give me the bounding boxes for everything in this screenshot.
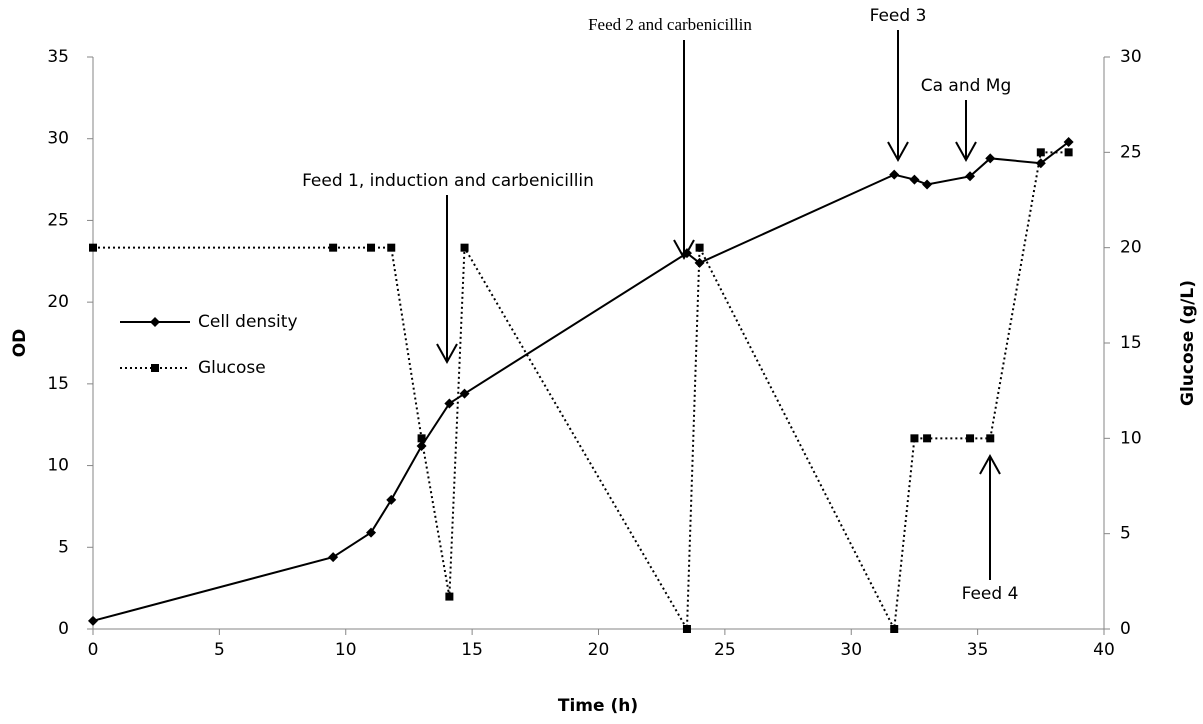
annotation: Feed 4: [962, 584, 1019, 604]
x-tick-label: 15: [461, 640, 483, 660]
x-tick-label: 20: [588, 640, 610, 660]
marker: [444, 398, 455, 409]
marker: [1063, 136, 1074, 147]
y-tick-label: 10: [47, 456, 69, 476]
marker: [923, 434, 932, 443]
marker: [910, 434, 919, 443]
annotation: Feed 2 and carbenicillin: [588, 15, 752, 34]
legend-label: Glucose: [198, 358, 266, 378]
x-tick-label: 25: [714, 640, 736, 660]
x-tick-label: 10: [335, 640, 357, 660]
annotation: Feed 1, induction and carbenicillin: [302, 171, 594, 191]
marker: [329, 243, 338, 252]
arrow-head: [955, 141, 977, 163]
marker: [460, 243, 469, 252]
marker: [965, 171, 976, 182]
marker: [695, 243, 704, 252]
arrow-head: [673, 239, 695, 261]
marker: [445, 592, 454, 601]
marker: [985, 153, 996, 164]
annotation: Feed 3: [870, 6, 927, 26]
y2-tick-label: 15: [1120, 333, 1142, 353]
x-tick-label: 0: [88, 640, 99, 660]
marker: [328, 552, 339, 563]
legend-marker: [151, 364, 159, 372]
x-tick-label: 5: [214, 640, 225, 660]
x-axis-label: Time (h): [558, 696, 638, 716]
arrow-head: [436, 343, 458, 365]
legend-label: Cell density: [198, 312, 298, 332]
x-tick-label: 30: [840, 640, 862, 660]
marker: [694, 257, 705, 268]
y2-tick-label: 30: [1120, 47, 1142, 67]
y2-tick-label: 20: [1120, 238, 1142, 258]
y-axis-label: OD: [10, 329, 30, 358]
marker: [966, 434, 975, 443]
y-tick-label: 30: [47, 129, 69, 149]
y2-tick-label: 0: [1120, 619, 1131, 639]
series-line: [93, 151, 1069, 633]
marker: [986, 434, 995, 443]
y2-tick-label: 10: [1120, 428, 1142, 448]
marker: [386, 494, 397, 505]
marker: [890, 625, 899, 633]
marker: [909, 174, 920, 185]
x-tick-label: 40: [1093, 640, 1115, 660]
marker: [89, 243, 97, 252]
marker: [367, 243, 376, 252]
y-tick-label: 15: [47, 374, 69, 394]
marker: [1064, 148, 1073, 157]
series-line: [92, 141, 1070, 622]
marker: [387, 243, 396, 252]
y2-tick-label: 5: [1120, 524, 1131, 544]
arrow-head: [887, 141, 909, 163]
x-tick-label: 35: [967, 640, 989, 660]
marker: [88, 615, 98, 626]
marker: [417, 434, 426, 443]
arrow-head: [979, 453, 1001, 475]
marker: [682, 625, 691, 633]
y-tick-label: 25: [47, 210, 69, 230]
marker: [1036, 148, 1045, 157]
y-tick-label: 5: [58, 537, 69, 557]
marker: [366, 527, 377, 538]
y2-axis-label: Glucose (g/L): [1178, 280, 1198, 406]
annotation: Ca and Mg: [921, 76, 1012, 96]
marker: [889, 169, 900, 180]
marker: [459, 388, 470, 399]
marker: [922, 179, 933, 190]
y-tick-label: 0: [58, 619, 69, 639]
legend-marker: [150, 317, 160, 327]
y-tick-label: 35: [47, 47, 69, 67]
y2-tick-label: 25: [1120, 142, 1142, 162]
y-tick-label: 20: [47, 292, 69, 312]
